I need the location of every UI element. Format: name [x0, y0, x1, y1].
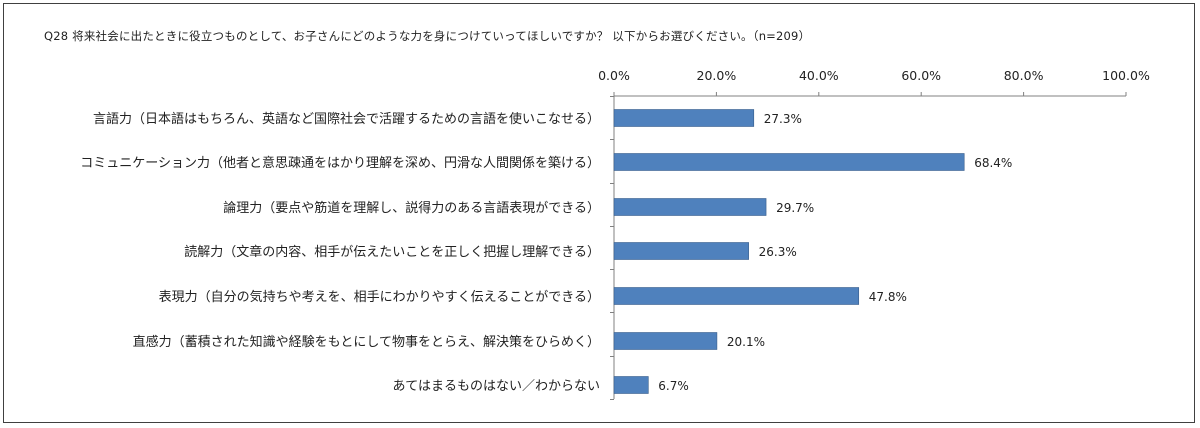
tick-labels: 0.0% 20.0% 40.0% 60.0% 80.0% 100.0%	[598, 68, 1150, 83]
x-tick-label: 40.0%	[799, 68, 839, 83]
data-label: 6.7%	[658, 379, 689, 393]
category-labels: 言語力（日本語はもちろん、英語など国際社会で活躍するための言語を使いこなせる） コ…	[80, 111, 600, 394]
bar	[613, 242, 749, 260]
category-label: 論理力（要点や筋道を理解し、説得力のある言語表現ができる）	[223, 200, 600, 216]
category-label: コミュニケーション力（他者と意思疎通をはかり理解を深め、円滑な人間関係を築ける）	[80, 155, 600, 171]
value-labels: 27.3% 68.4% 29.7% 26.3% 47.8% 20.1% 6.7%	[658, 112, 1012, 393]
data-label: 27.3%	[764, 112, 802, 126]
bar	[613, 109, 755, 127]
chart-frame	[3, 3, 1195, 423]
x-tick-label: 0.0%	[598, 68, 630, 83]
category-label: あてはまるものはない／わからない	[393, 379, 600, 394]
x-tick-label: 60.0%	[901, 68, 941, 83]
data-label: 26.3%	[759, 245, 797, 259]
data-label: 29.7%	[776, 201, 814, 215]
data-label: 47.8%	[869, 290, 907, 304]
category-label: 読解力（文章の内容、相手が伝えたいことを正しく把握し理解できる）	[184, 244, 600, 260]
x-tick-label: 80.0%	[1004, 68, 1044, 83]
bars	[613, 109, 965, 394]
bar	[613, 153, 965, 171]
x-tick-label: 100.0%	[1102, 68, 1150, 83]
category-label: 表現力（自分の気持ちや考えを、相手にわかりやすく伝えることができる）	[159, 289, 600, 305]
category-label: 直感力（蓄積された知識や経験をもとにして物事をとらえ、解決策をひらめく）	[133, 334, 600, 350]
bar	[613, 376, 649, 394]
x-tick-label: 20.0%	[697, 68, 737, 83]
data-label: 68.4%	[974, 156, 1012, 170]
data-label: 20.1%	[727, 335, 765, 349]
bar	[613, 287, 860, 305]
bar	[613, 332, 718, 350]
category-label: 言語力（日本語はもちろん、英語など国際社会で活躍するための言語を使いこなせる）	[93, 111, 600, 127]
bar	[613, 198, 767, 216]
chart-title: Q28 将来社会に出たときに役立つものとして、お子さんにどのような力を身につけて…	[44, 29, 811, 43]
